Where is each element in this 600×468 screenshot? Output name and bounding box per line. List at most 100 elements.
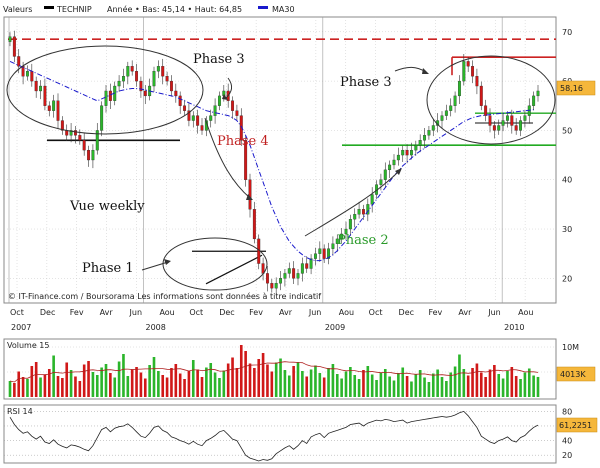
- candle-body: [305, 263, 309, 269]
- candle-body: [440, 115, 444, 121]
- candle-body: [405, 149, 409, 156]
- volume-bar: [117, 361, 121, 397]
- candle-body: [117, 80, 121, 87]
- candles-series: [8, 30, 540, 294]
- candle-body: [457, 80, 461, 97]
- candle-body: [104, 90, 108, 106]
- volume-bar: [366, 366, 370, 397]
- rsi-y-ticks: 80604020: [562, 407, 572, 460]
- volume-bar: [261, 353, 265, 397]
- candle-body: [56, 100, 60, 121]
- price-y-tick: 50: [562, 126, 572, 135]
- header-ma-label: MA30: [272, 5, 295, 14]
- candle-body: [25, 71, 29, 77]
- candle-body: [353, 214, 357, 220]
- volume-bar: [431, 373, 435, 397]
- volume-bar: [43, 375, 47, 397]
- volume-bar: [78, 381, 82, 397]
- header-ticker: TECHNIP: [56, 5, 92, 14]
- candle-body: [17, 56, 21, 67]
- volume-y-tick: 10M: [562, 343, 579, 352]
- volume-bar: [270, 371, 274, 397]
- volume-bar: [213, 372, 217, 397]
- volume-bar: [510, 367, 514, 397]
- volume-bar: [61, 378, 64, 397]
- volume-bar: [462, 369, 466, 397]
- rsi-panel-frame: [3, 404, 557, 464]
- volume-bar: [370, 374, 374, 397]
- vue-weekly-label: Vue weekly: [69, 199, 145, 214]
- volume-bar: [109, 373, 112, 397]
- volume-bar: [130, 369, 134, 397]
- volume-bar: [532, 375, 535, 397]
- volume-bar: [257, 359, 261, 397]
- candle-body: [514, 125, 518, 131]
- x-month-label: Oct: [189, 308, 203, 317]
- volume-bar: [514, 376, 518, 397]
- rsi-line: [9, 410, 539, 462]
- volume-bar: [113, 377, 117, 397]
- volume-bar: [362, 370, 365, 397]
- price-y-tick: 70: [562, 28, 572, 37]
- phase3-left-arrowhead-icon: [222, 94, 228, 100]
- volume-bar: [56, 376, 60, 397]
- volume-bar: [335, 374, 339, 397]
- candle-body: [244, 140, 248, 180]
- volume-bar: [170, 368, 173, 397]
- candle-body: [248, 179, 252, 210]
- candle-body: [414, 145, 418, 151]
- volume-bar: [414, 374, 418, 397]
- x-month-label: Aou: [518, 308, 533, 317]
- volume-bar: [148, 365, 151, 397]
- volume-bar: [235, 368, 239, 397]
- volume-bar: [331, 364, 335, 397]
- volume-bar: [266, 364, 269, 397]
- volume-bar: [34, 362, 38, 397]
- candle-body: [270, 283, 274, 289]
- volume-bar: [283, 370, 287, 397]
- x-axis-labels: Oct Dec Fev Avr Jun Aou Oct Dec Fev Avr Jun Aou Oct D…: [10, 308, 533, 332]
- volume-bar: [357, 379, 361, 397]
- candle-body: [239, 115, 243, 141]
- phase3-right-ellipse: [426, 55, 556, 145]
- candle-body: [388, 164, 392, 171]
- volume-bar: [248, 363, 252, 397]
- volume-bar: [209, 363, 213, 397]
- candle-body: [484, 105, 488, 116]
- volume-bar: [405, 376, 409, 397]
- volume-bar: [497, 374, 501, 397]
- phase2-arrow: [304, 171, 399, 237]
- price-last-badge: 58,16: [556, 80, 596, 96]
- volume-bar: [65, 362, 69, 397]
- candle-body: [91, 149, 95, 161]
- candle-body: [396, 154, 400, 161]
- candle-body: [274, 283, 278, 289]
- candle-body: [379, 179, 383, 185]
- volume-bar: [353, 375, 357, 397]
- volume-bar: [157, 371, 160, 397]
- volume-bar: [427, 382, 431, 397]
- candle-body: [401, 149, 405, 156]
- candle-body: [471, 66, 475, 77]
- candle-body: [357, 209, 361, 215]
- volume-bar: [436, 369, 439, 397]
- candle-body: [344, 228, 348, 235]
- x-month-label: Avr: [279, 308, 293, 317]
- volume-bars: [8, 345, 540, 397]
- candle-body: [47, 105, 51, 111]
- volume-bar: [17, 371, 21, 397]
- volume-bar: [471, 368, 474, 397]
- candle-body: [309, 258, 313, 269]
- candle-body: [348, 219, 352, 230]
- candle-body: [152, 71, 156, 87]
- annotations: Phase 3 Phase 4 Vue weekly Phase 1 Phase…: [6, 45, 556, 301]
- volume-bar: [52, 355, 55, 397]
- candle-body: [8, 36, 12, 42]
- candle-body: [327, 248, 331, 259]
- candle-body: [519, 120, 523, 131]
- candle-body: [130, 66, 134, 72]
- candle-body: [505, 115, 509, 121]
- volume-last-badge-bg: [556, 366, 596, 382]
- candle-body: [366, 204, 370, 215]
- candle-body: [126, 66, 130, 77]
